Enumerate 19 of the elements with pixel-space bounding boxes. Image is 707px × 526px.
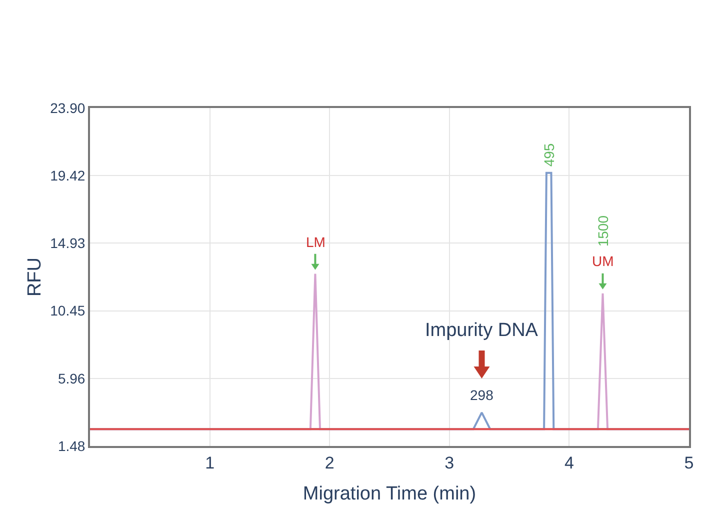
y-tick-label: 5.96	[58, 370, 86, 386]
y-tick-label: 19.42	[50, 167, 86, 184]
y-tick-label: 14.93	[50, 235, 86, 252]
annotation: LM	[306, 234, 326, 250]
y-tick-label: 1.48	[58, 438, 86, 454]
x-axis-title: Migration Time (min)	[302, 484, 476, 505]
annotation: 298	[470, 387, 494, 403]
x-tick-label: 2	[324, 453, 334, 472]
y-axis-title: RFU	[24, 257, 46, 297]
x-tick-label: 4	[564, 453, 574, 472]
annotation: Impurity DNA	[425, 320, 538, 341]
x-tick-label: 3	[444, 453, 454, 472]
y-tick-label: 10.45	[50, 302, 86, 319]
annotation: 1500	[594, 215, 611, 247]
x-tick-label: 1	[205, 453, 215, 472]
y-tick-label: 23.90	[50, 100, 86, 116]
annotation: 495	[541, 143, 557, 167]
annotation: UM	[592, 253, 614, 269]
x-tick-label: 5	[684, 453, 694, 472]
